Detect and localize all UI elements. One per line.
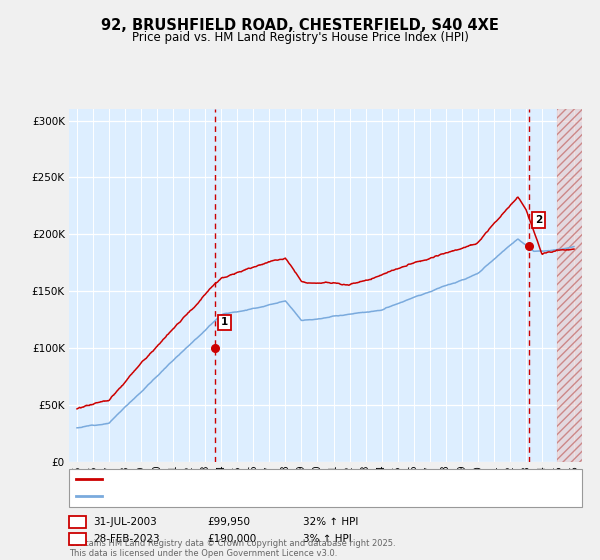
Text: 2: 2	[74, 534, 81, 544]
Text: Price paid vs. HM Land Registry's House Price Index (HPI): Price paid vs. HM Land Registry's House …	[131, 31, 469, 44]
Text: 92, BRUSHFIELD ROAD, CHESTERFIELD, S40 4XE: 92, BRUSHFIELD ROAD, CHESTERFIELD, S40 4…	[101, 18, 499, 33]
Text: 3% ↑ HPI: 3% ↑ HPI	[303, 534, 352, 544]
Text: £190,000: £190,000	[207, 534, 256, 544]
Text: 2: 2	[535, 215, 542, 225]
Bar	[557, 109, 584, 462]
Text: £99,950: £99,950	[207, 517, 250, 527]
Text: Contains HM Land Registry data © Crown copyright and database right 2025.
This d: Contains HM Land Registry data © Crown c…	[69, 539, 395, 558]
Bar	[557, 109, 584, 462]
Text: 28-FEB-2023: 28-FEB-2023	[93, 534, 160, 544]
Text: HPI: Average price, semi-detached house, Chesterfield: HPI: Average price, semi-detached house,…	[106, 491, 391, 501]
Text: 92, BRUSHFIELD ROAD, CHESTERFIELD, S40 4XE (semi-detached house): 92, BRUSHFIELD ROAD, CHESTERFIELD, S40 4…	[106, 474, 482, 484]
Text: 31-JUL-2003: 31-JUL-2003	[93, 517, 157, 527]
Text: 1: 1	[74, 517, 81, 527]
Text: 1: 1	[221, 318, 228, 328]
Text: 32% ↑ HPI: 32% ↑ HPI	[303, 517, 358, 527]
